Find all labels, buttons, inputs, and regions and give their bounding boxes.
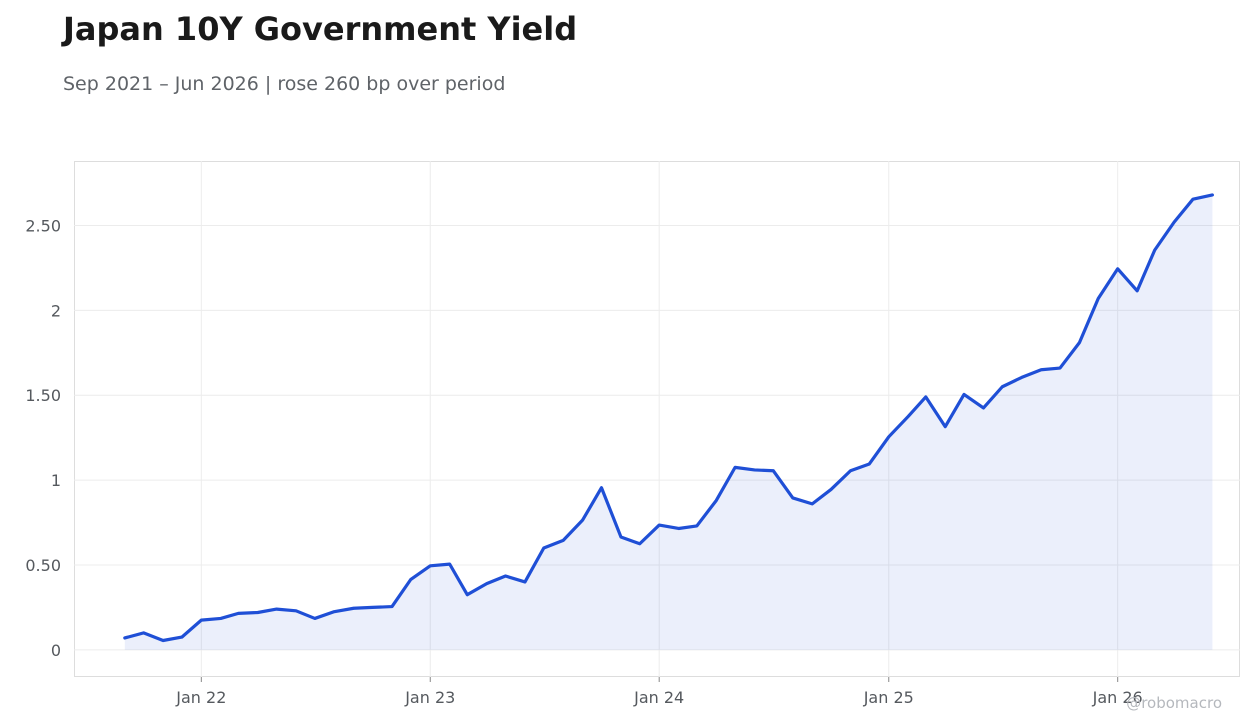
y-tick-label: 0.50: [25, 556, 61, 575]
x-tick-label: Jan 23: [404, 688, 455, 707]
y-tick-label: 2.50: [25, 217, 61, 236]
series-area-fill: [124, 194, 1213, 650]
y-tick-label: 1: [51, 471, 61, 490]
y-tick-label: 1.50: [25, 386, 61, 405]
tick-layer: 0 0.50 1 1.50 2 2.50 Jan 22 Jan 23 Jan 24 Jan 25 J…: [25, 217, 1142, 708]
x-tick-label: Jan 26: [1092, 688, 1143, 707]
line-layer: [123, 193, 1214, 643]
plot-frame: [74, 161, 1240, 677]
chart-title: Japan 10Y Government Yield: [63, 10, 578, 48]
area-layer: [124, 194, 1213, 650]
y-tick-label: 0: [51, 641, 61, 660]
x-tick-label: Jan 25: [863, 688, 914, 707]
y-tick-label: 2: [51, 301, 61, 320]
x-tick-label: Jan 24: [633, 688, 684, 707]
grid-layer: [74, 161, 1240, 677]
series-line: [123, 193, 1214, 643]
x-tick-label: Jan 22: [175, 688, 226, 707]
chart-subtitle: Sep 2021 – Jun 2026 | rose 260 bp over p…: [63, 73, 506, 95]
watermark: @robomacro: [1126, 694, 1222, 712]
